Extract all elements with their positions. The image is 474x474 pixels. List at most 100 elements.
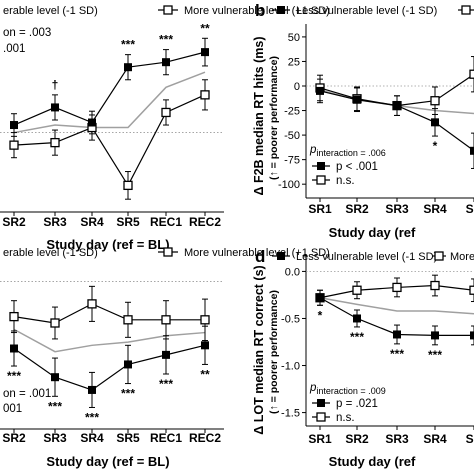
data-point-filled-b xyxy=(431,118,439,127)
y-tick-label-d: 0.0 xyxy=(285,266,300,278)
significance-marker-c: ** xyxy=(200,367,210,381)
legend-filled-label-c: erable level (-1 SD) xyxy=(3,247,98,259)
interaction-p-d-text: interaction = .009 xyxy=(316,386,385,396)
data-point-open-d xyxy=(469,285,474,295)
data-point-open-a xyxy=(9,140,19,150)
data-point-open-a xyxy=(200,90,210,100)
x-tick-label-d: SR3 xyxy=(385,432,409,446)
data-point-open-a xyxy=(50,137,60,148)
data-point-filled-a xyxy=(162,58,170,67)
data-point-filled-a xyxy=(10,121,18,130)
data-point-filled-c xyxy=(124,360,132,369)
significance-marker-c: *** xyxy=(48,399,62,413)
x-tick-label-a: SR3 xyxy=(43,215,67,229)
legend2-open-label-d: n.s. xyxy=(336,412,355,424)
data-point-filled-b xyxy=(353,95,361,104)
data-point-filled-c xyxy=(51,373,59,382)
legend2-filled-marker-b xyxy=(317,162,325,170)
x-tick-label-d: SR2 xyxy=(345,432,369,446)
y-tick-label-d: -1.0 xyxy=(281,361,300,373)
significance-marker-c: *** xyxy=(7,369,21,383)
y-tick-label-b: -100 xyxy=(278,179,300,191)
x-axis-title-a: Study day (ref = BL) xyxy=(46,237,169,252)
interaction-p-b: pinteraction = .006 xyxy=(309,144,386,158)
legend-filled-marker-d xyxy=(277,252,285,260)
legend-open-label-a: More vulnerable level (+1 SD) xyxy=(184,5,330,17)
data-point-filled-c xyxy=(201,341,209,350)
p-symbol: p xyxy=(309,144,317,156)
x-tick-label-c: REC1 xyxy=(150,431,182,445)
significance-marker-c: *** xyxy=(121,387,135,401)
data-point-open-d xyxy=(430,280,440,291)
legend-filled-marker-b xyxy=(277,6,285,14)
data-point-filled-a xyxy=(88,118,96,127)
interaction-p-b-text: interaction = .006 xyxy=(316,148,385,158)
x-tick-label-a: REC1 xyxy=(150,215,182,229)
data-point-open-c xyxy=(50,318,60,328)
y-tick-label-d: -1.5 xyxy=(281,408,300,420)
legend-open-label-d: More v xyxy=(450,251,474,263)
x-tick-label-d: SR1 xyxy=(308,432,332,446)
significance-marker-a: *** xyxy=(159,33,173,47)
y-axis-subtitle-d: (↑ = poorer performance) xyxy=(268,290,280,414)
x-tick-label-c: REC2 xyxy=(189,431,221,445)
x-tick-label-b: SR xyxy=(466,202,474,216)
data-point-filled-a xyxy=(51,103,59,112)
data-point-filled-a xyxy=(124,63,132,72)
x-tick-label-c: SR5 xyxy=(116,431,140,445)
p-symbol: p xyxy=(309,382,317,394)
y-axis-subtitle-b: (↑ = poorer performance) xyxy=(268,56,280,180)
legend-open-marker-a xyxy=(163,5,173,15)
data-point-filled-c xyxy=(10,344,18,353)
significance-marker-a: † xyxy=(52,78,59,92)
data-point-open-d xyxy=(392,282,402,293)
data-point-open-b xyxy=(430,96,440,106)
series-line-gray-c xyxy=(13,328,206,353)
data-point-open-a xyxy=(161,107,171,118)
significance-marker-c: *** xyxy=(159,377,173,391)
x-tick-label-b: SR1 xyxy=(308,202,332,216)
series-line-gray-a xyxy=(13,71,206,134)
y-tick-label-b: 50 xyxy=(288,32,300,44)
x-tick-label-c: SR3 xyxy=(43,431,67,445)
data-point-filled-d xyxy=(316,293,324,302)
data-point-filled-d xyxy=(470,331,474,340)
legend-open-label-c: More vulnerable level (+1 SD) xyxy=(184,247,330,259)
significance-marker-d: *** xyxy=(350,330,364,344)
x-tick-label-d: SR xyxy=(466,432,474,446)
data-point-filled-d xyxy=(393,330,401,339)
x-axis-title-c: Study day (ref = BL) xyxy=(46,454,169,469)
legend2-open-marker-b xyxy=(316,175,326,185)
data-point-filled-d xyxy=(431,331,439,340)
simple-slope-p-a: .001 xyxy=(3,43,25,55)
legend2-filled-label-d: p = .021 xyxy=(336,398,378,410)
data-point-open-b xyxy=(469,69,474,79)
data-point-open-d xyxy=(352,285,362,295)
data-point-filled-b xyxy=(470,146,474,155)
y-tick-label-d: -0.5 xyxy=(281,313,300,325)
legend-filled-label-b: Less vulnerable level (-1 SD) xyxy=(296,5,437,17)
data-point-open-a xyxy=(123,180,133,191)
simple-slope-p-c: 001 xyxy=(3,403,22,415)
series-line-filled-c xyxy=(13,344,206,391)
y-tick-label-b: -75 xyxy=(284,155,300,167)
x-tick-label-a: REC2 xyxy=(189,215,221,229)
x-tick-label-c: SR2 xyxy=(2,431,26,445)
x-tick-label-a: SR5 xyxy=(116,215,140,229)
data-point-open-c xyxy=(200,315,210,325)
data-point-open-c xyxy=(9,311,19,322)
significance-marker-c: *** xyxy=(85,410,99,424)
data-point-open-c xyxy=(123,315,133,325)
data-point-filled-b xyxy=(316,86,324,95)
y-tick-label-b: -25 xyxy=(284,106,300,118)
y-tick-label-b: -50 xyxy=(284,130,300,142)
series-line-open-c xyxy=(13,303,205,324)
data-point-filled-a xyxy=(201,48,209,57)
series-line-filled-a xyxy=(13,51,206,126)
significance-marker-a: *** xyxy=(121,38,135,52)
series-line-gray-d xyxy=(319,297,474,315)
legend-open-marker-b xyxy=(461,5,471,15)
interaction-p-c: on = .001 xyxy=(3,388,51,400)
x-tick-label-c: SR4 xyxy=(80,431,104,445)
